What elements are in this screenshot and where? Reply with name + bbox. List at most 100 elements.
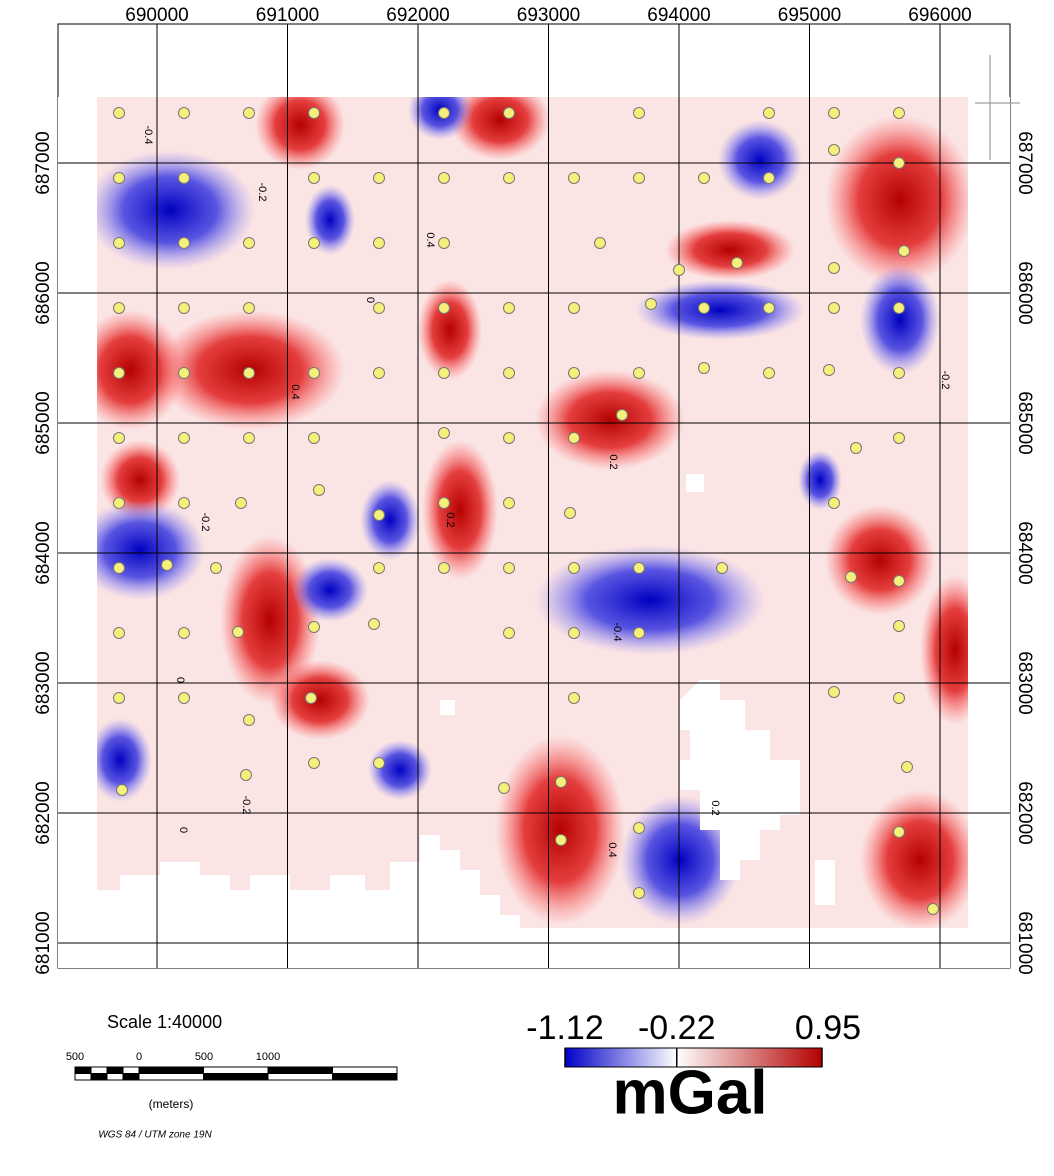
- station: [633, 367, 645, 379]
- scale-label: 0: [136, 1051, 142, 1063]
- station: [113, 237, 125, 249]
- northing-label: 682000: [1014, 781, 1035, 844]
- anomaly: [368, 740, 432, 800]
- anomaly: [418, 280, 482, 380]
- station: [243, 237, 255, 249]
- station: [178, 172, 190, 184]
- scale-segment: [122, 1073, 140, 1081]
- anomaly: [408, 97, 472, 140]
- station: [568, 692, 580, 704]
- station: [893, 157, 905, 169]
- anomaly: [305, 185, 355, 255]
- scale-title: Scale 1:40000: [107, 1012, 222, 1032]
- station: [893, 367, 905, 379]
- station: [373, 562, 385, 574]
- northing-label: 681000: [1014, 911, 1035, 974]
- station: [373, 367, 385, 379]
- station: [113, 692, 125, 704]
- anomaly: [360, 480, 420, 560]
- station: [308, 367, 320, 379]
- easting-label: 694000: [647, 5, 710, 26]
- anomaly: [495, 735, 625, 925]
- station: [113, 107, 125, 119]
- station: [243, 107, 255, 119]
- station: [927, 903, 939, 915]
- station: [555, 776, 567, 788]
- scale-segment: [203, 1066, 269, 1074]
- station: [698, 362, 710, 374]
- station: [828, 497, 840, 509]
- anomaly: [422, 440, 498, 580]
- station: [503, 562, 515, 574]
- station: [568, 172, 580, 184]
- anomaly: [718, 120, 802, 200]
- station: [633, 107, 645, 119]
- colorbar: -1.12 -0.22 0.95: [526, 1009, 861, 1068]
- northing-label: 685000: [1014, 391, 1035, 454]
- contour-label: -0.4: [142, 126, 154, 145]
- station: [568, 432, 580, 444]
- station: [901, 761, 913, 773]
- station: [161, 559, 173, 571]
- station: [438, 367, 450, 379]
- station: [243, 714, 255, 726]
- contour-label: -0.4: [611, 623, 623, 642]
- station: [178, 692, 190, 704]
- station: [763, 172, 775, 184]
- northing-label: 686000: [1014, 261, 1035, 324]
- scale-segment: [203, 1073, 269, 1081]
- anomaly: [825, 505, 935, 615]
- station: [893, 826, 905, 838]
- contour-label: 0.2: [607, 454, 619, 469]
- colorbar-unit: mGal: [612, 1058, 767, 1127]
- scale-unit: (meters): [149, 1097, 194, 1111]
- station: [178, 237, 190, 249]
- station: [178, 497, 190, 509]
- station: [555, 834, 567, 846]
- station: [308, 107, 320, 119]
- contour-label: 0.4: [289, 384, 301, 399]
- anomaly-field: [97, 97, 968, 928]
- easting-label: 693000: [517, 5, 580, 26]
- station: [823, 364, 835, 376]
- station: [438, 562, 450, 574]
- station: [568, 367, 580, 379]
- northing-label: 683000: [33, 651, 54, 714]
- contour-label: -0.2: [256, 183, 268, 202]
- contour-label: -0.2: [199, 513, 211, 532]
- station: [568, 562, 580, 574]
- scale-segment: [90, 1066, 108, 1074]
- northing-label: 687000: [1014, 131, 1035, 194]
- station: [113, 302, 125, 314]
- scale-segment: [267, 1073, 333, 1081]
- station: [568, 627, 580, 639]
- station: [113, 562, 125, 574]
- station: [373, 302, 385, 314]
- contour-label: 0: [174, 677, 186, 683]
- anomaly: [292, 558, 368, 622]
- station: [763, 107, 775, 119]
- station: [763, 367, 775, 379]
- station: [893, 107, 905, 119]
- station: [235, 497, 247, 509]
- anomaly: [535, 545, 765, 655]
- contour-label: 0.2: [709, 800, 721, 815]
- contour-label: -0.2: [240, 796, 252, 815]
- scale-segment: [74, 1073, 92, 1081]
- colorbar-label: 0.95: [795, 1009, 861, 1047]
- station: [763, 302, 775, 314]
- station: [698, 302, 710, 314]
- colorbar-label: -1.12: [526, 1009, 604, 1047]
- contour-labels: -0.4 -0.2 0.4 0 -0.2 0.2 0.2 -0.4 0.4 0.2 0 -0.2 0.4…: [142, 126, 951, 858]
- station: [633, 172, 645, 184]
- station: [503, 627, 515, 639]
- station: [828, 262, 840, 274]
- no-data: [815, 860, 835, 905]
- station: [828, 302, 840, 314]
- station: [438, 302, 450, 314]
- northing-label: 685000: [33, 391, 54, 454]
- station: [240, 769, 252, 781]
- anomaly: [665, 220, 795, 280]
- station: [243, 432, 255, 444]
- station: [178, 367, 190, 379]
